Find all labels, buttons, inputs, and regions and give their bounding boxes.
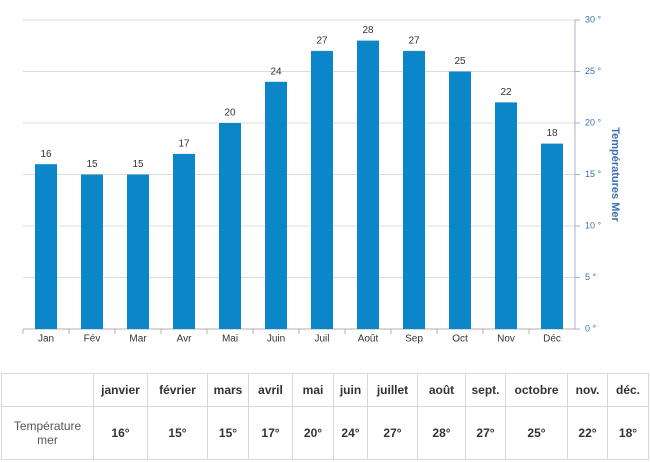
column-header: août (417, 373, 466, 407)
header-row: janvier février mars avril mai juin juillet aoû… (1, 373, 649, 407)
data-label: 15 (86, 159, 98, 170)
table-cell: 27° (367, 406, 418, 460)
bar (495, 102, 517, 330)
column-header: avril (248, 373, 293, 407)
data-label: 18 (546, 128, 558, 139)
temperature-table: janvier février mars avril mai juin juillet aoû… (1, 373, 649, 460)
x-tick-label: Déc (543, 334, 561, 345)
column-header: février (147, 373, 208, 407)
row-header: Température mer (1, 406, 94, 460)
data-label: 27 (316, 36, 328, 47)
data-label: 28 (362, 25, 374, 36)
column-header: déc. (607, 373, 649, 407)
column-header: sept. (465, 373, 506, 407)
data-label: 27 (408, 36, 420, 47)
bar (219, 123, 241, 329)
x-tick-label: Juil (314, 334, 329, 345)
y-axis-title: Températures Mer (609, 127, 621, 222)
table-cell: 17° (248, 406, 293, 460)
x-tick-label: Sep (405, 334, 423, 345)
bar (35, 164, 57, 329)
bar (81, 174, 103, 329)
column-header: mai (292, 373, 334, 407)
table-cell: 25° (505, 406, 568, 460)
column-header: juillet (367, 373, 418, 407)
bar (311, 50, 333, 330)
table-cell: 15° (147, 406, 208, 460)
bar (403, 50, 425, 330)
bar (541, 143, 563, 329)
x-tick-label: Août (358, 334, 379, 345)
x-tick-label: Fév (84, 334, 101, 345)
bar (357, 40, 379, 329)
x-tick-label: Mai (222, 334, 238, 345)
y-tick-label: 30 ° (585, 14, 602, 24)
table-cell: 24° (333, 406, 368, 460)
x-tick-label: Jan (38, 334, 54, 345)
chart: 0 ° 5 ° 10 ° 15 ° 20 ° 25 ° 30 ° Températures M… (22, 14, 621, 345)
data-label: 15 (132, 159, 144, 170)
x-tick-label: Avr (177, 334, 192, 345)
table-cell: 16° (93, 406, 148, 460)
column-header: janvier (93, 373, 148, 407)
x-tick-label: Oct (452, 334, 468, 345)
x-tick-label: Mar (129, 334, 147, 345)
table-row: Température mer 16° 15° 15° 17° 20° 24° 27° 28° 2… (1, 406, 649, 460)
bar (265, 81, 287, 329)
column-header: mars (207, 373, 249, 407)
table-cell: 22° (567, 406, 608, 460)
y-tick-label: 25 ° (585, 66, 602, 76)
data-label: 22 (500, 87, 512, 98)
y-tick-label: 5 ° (585, 272, 597, 282)
y-tick-label: 0 ° (585, 323, 597, 333)
corner-cell (1, 373, 94, 407)
data-label: 16 (40, 149, 52, 160)
table-cell: 20° (292, 406, 334, 460)
column-header: juin (333, 373, 368, 407)
bar (127, 174, 149, 329)
table-body: Température mer 16° 15° 15° 17° 20° 24° 27° 28° 2… (1, 406, 649, 460)
y-tick-label: 10 ° (585, 220, 602, 230)
table-cell: 15° (207, 406, 249, 460)
x-tick-label: Nov (497, 334, 515, 345)
bar (449, 71, 471, 329)
y-tick-label: 15 ° (585, 169, 602, 179)
column-header: nov. (567, 373, 608, 407)
data-label: 17 (178, 139, 190, 150)
table-cell: 27° (465, 406, 506, 460)
x-tick-label: Juin (267, 334, 285, 345)
column-header: octobre (505, 373, 568, 407)
y-tick-label: 20 ° (585, 117, 602, 127)
data-label: 25 (454, 56, 466, 67)
bar (173, 153, 195, 329)
data-label: 20 (224, 108, 236, 119)
table-cell: 18° (607, 406, 649, 460)
table-cell: 28° (417, 406, 466, 460)
data-label: 24 (270, 66, 282, 77)
